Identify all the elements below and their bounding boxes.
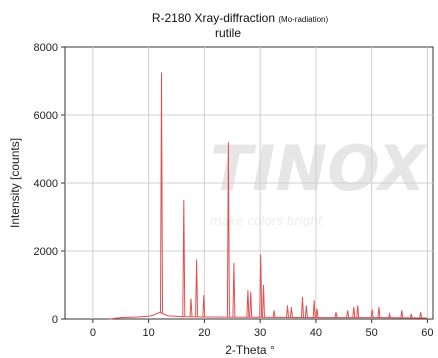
x-axis-ticks: 0 10 20 30 40 50 60 — [90, 319, 434, 339]
y-tick-label: 8000 — [34, 42, 58, 54]
diffraction-peak — [182, 199, 186, 317]
diffraction-peak — [246, 290, 250, 318]
y-tick-label: 0 — [52, 314, 58, 326]
diffraction-peak — [352, 307, 356, 318]
x-tick-label: 20 — [198, 327, 210, 339]
diffraction-peak — [312, 300, 316, 318]
diffraction-peak — [272, 310, 276, 318]
diffraction-peak — [286, 305, 289, 318]
y-axis-label: Intensity [counts] — [8, 138, 22, 228]
diffraction-peak — [334, 312, 338, 318]
chart-title: R-2180 Xray-diffraction — [152, 11, 275, 25]
diffraction-peak — [419, 312, 423, 318]
x-tick-label: 50 — [366, 327, 378, 339]
watermark-tagline: make colors bright — [210, 214, 324, 228]
diffraction-peak — [289, 307, 293, 318]
series-group — [109, 72, 428, 320]
watermark: TINOX make colors bright — [210, 132, 429, 228]
chart-title-note: (Mo-radiation) — [278, 15, 328, 24]
diffraction-peak — [346, 310, 350, 318]
y-tick-label: 6000 — [34, 110, 58, 122]
watermark-logo: TINOX — [210, 132, 429, 205]
x-axis-label: 2-Theta ° — [225, 343, 275, 357]
diffraction-peak — [377, 307, 381, 318]
diffraction-peak — [160, 72, 163, 314]
diffraction-peak — [259, 254, 263, 318]
diffraction-peak — [262, 284, 265, 318]
x-tick-label: 40 — [310, 327, 322, 339]
y-tick-label: 4000 — [34, 178, 58, 190]
diffraction-peak — [356, 305, 360, 318]
diffraction-peak — [370, 309, 374, 318]
x-tick-label: 0 — [90, 327, 96, 339]
diffraction-peak — [232, 262, 236, 318]
diffraction-peak — [304, 305, 308, 318]
diffraction-peak — [189, 298, 193, 317]
diffraction-peak — [400, 310, 404, 318]
diffraction-peak — [301, 296, 304, 318]
diffraction-peak — [226, 142, 230, 318]
y-tick-label: 2000 — [34, 246, 58, 258]
x-tick-label: 60 — [421, 327, 433, 339]
chart-title-line: R-2180 Xray-diffraction (Mo-radiation) — [152, 11, 329, 25]
diffraction-peak — [202, 295, 206, 318]
y-axis-ticks: 0 2000 4000 6000 8000 — [34, 42, 65, 326]
diffraction-peak — [315, 308, 319, 318]
x-tick-label: 10 — [143, 327, 155, 339]
x-tick-label: 30 — [254, 327, 266, 339]
diffraction-peak — [388, 311, 391, 318]
diffraction-peak — [249, 291, 253, 318]
chart-subtitle: rutile — [215, 26, 241, 40]
diffraction-peak — [409, 313, 413, 319]
diffraction-peak — [195, 259, 199, 317]
baseline-trace — [109, 311, 428, 320]
